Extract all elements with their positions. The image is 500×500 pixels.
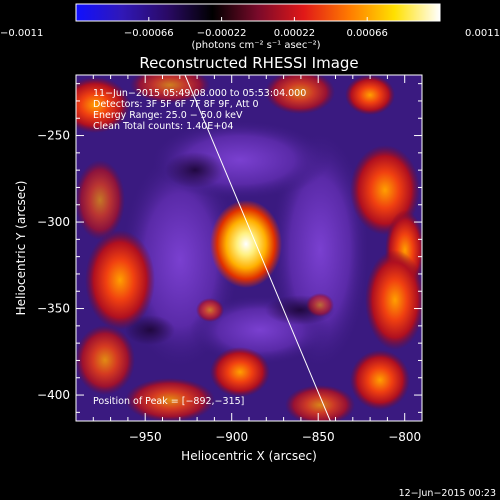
y-tick-label: −400 xyxy=(37,388,70,402)
colorbar: −0.0011 −0.00066 −0.00022 0.00022 0.00066 0.0… xyxy=(0,3,500,51)
observation-info: 11−Jun−2015 05:49:08.000 to 05:53:04.000… xyxy=(93,88,306,132)
info-energy-range: Energy Range: 25.0 − 50.0 keV xyxy=(93,110,243,121)
rhessi-image xyxy=(76,75,422,421)
colorbar-units-label: (photons cm⁻² s⁻¹ asec⁻²) xyxy=(191,40,320,51)
x-axis-label: Heliocentric X (arcsec) xyxy=(181,449,317,463)
peak-position-label: Position of Peak = [−892,−315] xyxy=(93,396,244,407)
solar-limb-line xyxy=(184,75,331,421)
plot-title: Reconstructed RHESSI Image xyxy=(139,54,358,72)
x-tick-label: −950 xyxy=(129,430,162,444)
colorbar-tick-label: −0.00066 xyxy=(124,28,174,39)
info-time-range: 11−Jun−2015 05:49:08.000 to 05:53:04.000 xyxy=(93,88,306,99)
x-tick-label: −850 xyxy=(302,430,335,444)
x-tick-label: −900 xyxy=(215,430,248,444)
y-axis-label: Heliocentric Y (arcsec) xyxy=(14,181,28,316)
colorbar-tick-label: 0.0011 xyxy=(465,28,500,39)
footer-date: 12−Jun−2015 00:23 xyxy=(399,488,496,499)
colorbar-tick-label: 0.00022 xyxy=(274,28,315,39)
colorbar-tick-label: −0.00022 xyxy=(197,28,247,39)
info-detectors: Detectors: 3F 5F 6F 7F 8F 9F, Att 0 xyxy=(93,99,259,110)
info-clean-counts: Clean Total counts: 1.40E+04 xyxy=(93,121,233,132)
colorbar-ticks: −0.0011 −0.00066 −0.00022 0.00022 0.00066 0.0… xyxy=(0,17,500,39)
y-tick-label: −250 xyxy=(37,129,70,143)
axis-ticks: −950 −900 −850 −800 −250 −300 −350 −400 xyxy=(37,75,423,444)
y-tick-label: −350 xyxy=(37,302,70,316)
colorbar-tick-label: 0.00066 xyxy=(347,28,388,39)
colorbar-gradient xyxy=(75,3,441,22)
y-tick-label: −300 xyxy=(37,215,70,229)
colorbar-tick-label: −0.0011 xyxy=(0,28,43,39)
x-tick-label: −800 xyxy=(388,430,421,444)
